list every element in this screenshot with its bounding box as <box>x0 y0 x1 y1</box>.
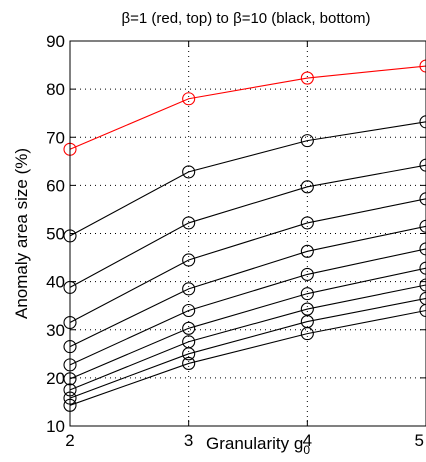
axis-ticks: 10 20 30 40 50 60 70 80 90 2 3 4 5 <box>46 32 426 450</box>
y-tick-label: 60 <box>46 176 65 195</box>
data-point <box>419 219 426 233</box>
y-tick-label: 50 <box>46 225 65 244</box>
data-point <box>182 356 196 370</box>
data-point <box>419 158 426 172</box>
data-point <box>300 180 314 194</box>
data-point <box>419 291 426 306</box>
series-9 <box>63 291 426 405</box>
data-point <box>419 261 426 275</box>
series-2 <box>63 115 426 243</box>
data-point <box>182 253 196 267</box>
y-tick-label: 30 <box>46 321 65 340</box>
x-axis-label-subscript: 0 <box>303 443 310 457</box>
series-line <box>69 65 426 150</box>
data-point <box>182 303 196 318</box>
series-5 <box>63 219 426 354</box>
x-tick-label: 3 <box>184 431 193 450</box>
x-axis-label: Granularity g0 <box>206 434 310 457</box>
series-line <box>69 309 426 406</box>
data-point <box>419 115 426 129</box>
data-point <box>300 71 314 85</box>
y-axis-label: Anomaly area size (%) <box>12 148 31 319</box>
data-point <box>182 282 196 296</box>
data-point <box>300 134 314 148</box>
x-tick-label: 4 <box>303 431 312 450</box>
x-tick-label: 5 <box>415 431 424 450</box>
data-point <box>182 92 196 106</box>
series-line <box>69 248 426 366</box>
data-point <box>182 347 196 361</box>
series-line <box>69 297 426 399</box>
y-tick-label: 90 <box>46 32 65 51</box>
y-tick-label: 10 <box>46 417 65 436</box>
series-layer <box>63 59 426 412</box>
series-1 <box>63 59 426 156</box>
y-tick-label: 70 <box>46 128 65 147</box>
data-point <box>419 278 426 292</box>
series-line <box>69 267 426 380</box>
series-line <box>69 198 426 324</box>
y-tick-label: 40 <box>46 273 65 292</box>
series-4 <box>63 192 426 330</box>
series-line <box>69 284 426 391</box>
grid-lines <box>70 41 426 426</box>
y-tick-label: 20 <box>46 369 65 388</box>
data-point <box>182 216 196 230</box>
x-axis-label-main: Granularity g <box>206 434 303 453</box>
data-point <box>419 192 426 206</box>
series-line <box>69 121 426 237</box>
data-point <box>300 287 314 301</box>
data-point <box>419 303 426 318</box>
data-point <box>300 267 314 281</box>
series-line <box>69 225 426 348</box>
chart-title: β=1 (red, top) to β=10 (black, bottom) <box>121 10 370 27</box>
series-line <box>69 164 426 288</box>
data-point <box>419 59 426 73</box>
y-tick-label: 80 <box>46 80 65 99</box>
data-point <box>419 242 426 256</box>
data-point <box>300 244 314 258</box>
series-3 <box>63 158 426 294</box>
data-point <box>182 165 196 179</box>
x-tick-label: 2 <box>65 431 74 450</box>
data-point <box>300 216 314 230</box>
series-6 <box>63 242 426 372</box>
data-point <box>300 327 314 341</box>
data-point <box>182 321 196 335</box>
